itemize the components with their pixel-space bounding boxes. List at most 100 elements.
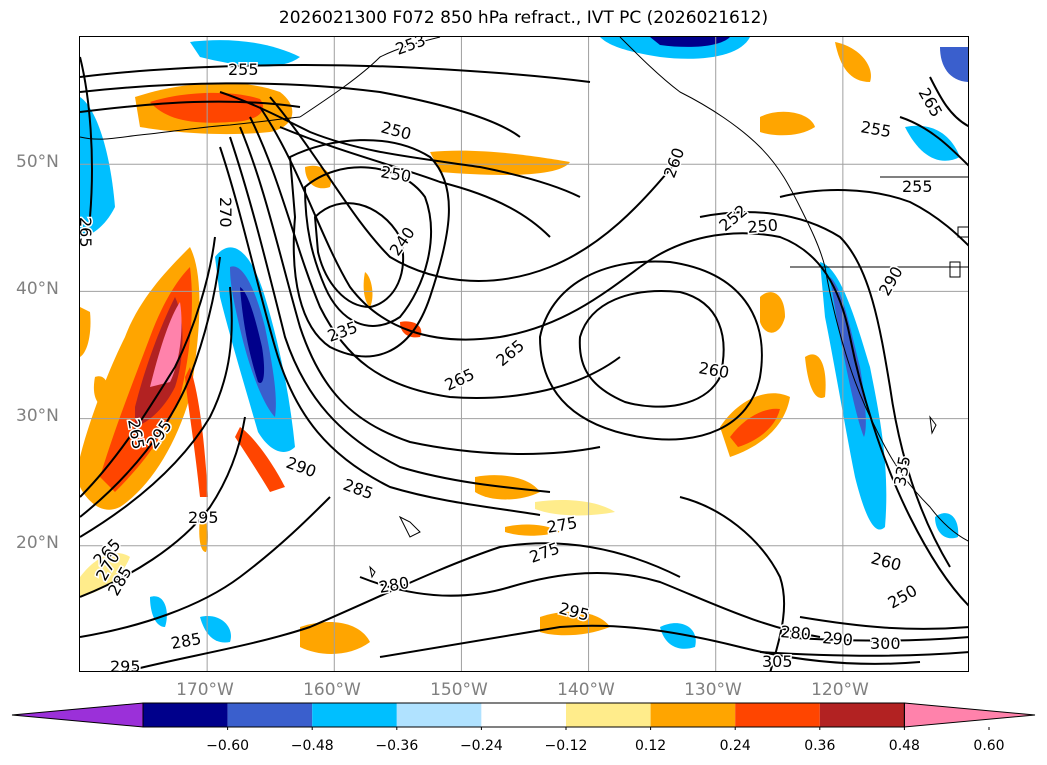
colorbar-cell [143, 703, 228, 727]
colorbar-tick-label: 0.48 [888, 738, 920, 754]
contour-label: 255 [228, 60, 259, 79]
colorbar-tick-label: −0.24 [459, 738, 503, 754]
contour-label: 280 [377, 573, 410, 597]
contour-label: 253 [393, 37, 428, 59]
contour-label: 305 [762, 652, 793, 671]
contour-label: 260 [869, 549, 903, 575]
positive-anomaly-patch [93, 376, 109, 407]
negative-anomaly-patch [650, 37, 730, 47]
colorbar-outline [142, 702, 905, 728]
ivt-anomaly-fills [80, 37, 968, 654]
positive-anomaly-patch [535, 500, 615, 516]
colorbar-tick-label: −0.36 [375, 738, 419, 754]
colorbar-cell [735, 703, 820, 727]
map-panel[interactable]: 255 253 265 250 250 270 240 235 265 260 265 260 255 2… [79, 36, 969, 672]
lon-label-160w: 160°W [303, 680, 361, 700]
positive-anomaly-patch [150, 302, 182, 387]
positive-anomaly-patch [430, 150, 570, 175]
negative-anomaly-patch [830, 277, 866, 437]
contour-label: 295 [110, 657, 141, 672]
coastlines [80, 37, 968, 579]
lon-label-150w: 150°W [430, 680, 488, 700]
contour-label: 250 [747, 215, 779, 237]
negative-anomaly-patch [660, 623, 696, 649]
lat-label-40n: 40°N [16, 279, 59, 299]
negative-anomaly-patch [200, 616, 231, 643]
negative-anomaly-patch [190, 40, 300, 67]
colorbar-tick-label: −0.60 [206, 738, 250, 754]
contour-label: 240 [386, 223, 419, 259]
colorbar-tick-label: 0.36 [804, 738, 836, 754]
contour-label: 260 [697, 358, 730, 382]
positive-anomaly-patch [199, 517, 208, 552]
colorbar-tick-label: 0.60 [973, 738, 1005, 754]
contour-label: 235 [325, 317, 360, 345]
contour-label: 300 [870, 634, 901, 653]
lon-label-130w: 130°W [684, 680, 742, 700]
negative-anomaly-patch [240, 287, 265, 383]
contour-label: 250 [379, 162, 412, 186]
contour-label: 285 [169, 629, 202, 653]
positive-anomaly-patch [540, 611, 610, 636]
contour-label: 285 [341, 475, 376, 503]
negative-anomaly-patch [905, 125, 960, 161]
refractivity-contours [80, 56, 968, 671]
colorbar-tick-label: 0.24 [719, 738, 751, 754]
contour-label: 275 [545, 513, 578, 537]
contour-label: 290 [875, 263, 907, 299]
contour-label: 260 [660, 145, 688, 180]
positive-anomaly-patch [760, 111, 815, 136]
colorbar-tick-label: 0.12 [635, 738, 667, 754]
contour-label: 265 [492, 336, 528, 370]
contour-label: 280 [780, 622, 812, 644]
positive-anomaly-patch [300, 622, 370, 654]
contour-label: 290 [284, 453, 319, 481]
contour-label: 255 [902, 177, 933, 196]
negative-anomaly-patch [940, 47, 968, 82]
colorbar-cell [481, 703, 566, 727]
positive-anomaly-patch [80, 553, 130, 597]
positive-anomaly-patch [835, 42, 871, 82]
colorbar-cell [650, 703, 736, 727]
colorbar-max-arrow [903, 702, 1036, 728]
contour-label: 252 [715, 201, 751, 235]
positive-anomaly-patch [760, 292, 785, 333]
contour-label: 270 [216, 197, 235, 228]
map-canvas[interactable]: 255 253 265 250 250 270 240 235 265 260 265 260 255 2… [80, 37, 969, 672]
contour-label: 290 [822, 628, 854, 650]
graticule-lines [80, 37, 968, 671]
contour-label: 295 [188, 508, 219, 527]
colorbar-tick-label: −0.12 [544, 738, 588, 754]
colorbar-cell [396, 703, 482, 727]
lat-label-30n: 30°N [16, 406, 59, 426]
contour-label: 250 [885, 581, 921, 613]
lat-label-20n: 20°N [16, 533, 59, 553]
contour-label: 265 [915, 85, 947, 121]
lat-label-50n: 50°N [16, 152, 59, 172]
contour-label: 250 [379, 118, 413, 144]
positive-anomaly-patch [185, 367, 208, 497]
colorbar-min-arrow [11, 702, 144, 728]
colorbar-cell [312, 703, 397, 727]
positive-anomaly-patch [235, 427, 285, 492]
positive-anomaly-patch [80, 307, 91, 357]
lon-label-170w: 170°W [176, 680, 234, 700]
lon-label-140w: 140°W [557, 680, 615, 700]
contour-label: 335 [890, 454, 914, 487]
positive-anomaly-patch [150, 92, 264, 123]
map-title: 2026021300 F072 850 hPa refract., IVT PC… [278, 8, 769, 28]
negative-anomaly-patch [80, 97, 115, 237]
positive-anomaly-patch [805, 354, 826, 398]
negative-anomaly-patch [150, 596, 167, 627]
colorbar-tick-label: −0.48 [290, 738, 334, 754]
contour-label: 265 [442, 364, 478, 394]
colorbar [11, 702, 1036, 730]
positive-anomaly-patch [505, 524, 560, 536]
colorbar-cell [566, 703, 651, 727]
colorbar-cell [227, 703, 313, 727]
contour-label: 255 [859, 117, 892, 141]
positive-anomaly-patch [363, 272, 373, 307]
contour-label: 265 [80, 217, 95, 248]
colorbar-cell [819, 703, 905, 727]
lon-label-120w: 120°W [811, 680, 869, 700]
